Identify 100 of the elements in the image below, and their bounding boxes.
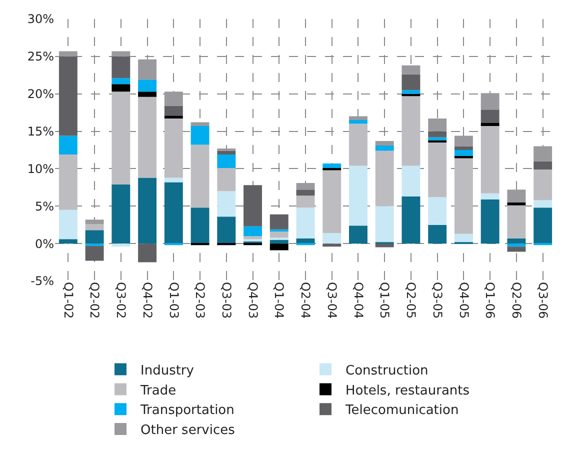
bar	[164, 182, 183, 244]
bar	[190, 126, 210, 145]
bar	[454, 158, 473, 234]
bar	[349, 166, 368, 226]
y-tick-label: 5%	[34, 199, 54, 214]
bar	[112, 56, 130, 78]
bar	[138, 96, 157, 178]
bar	[190, 122, 210, 126]
bar	[402, 166, 420, 196]
bar	[138, 92, 157, 97]
bar	[270, 240, 288, 244]
bar	[112, 78, 130, 84]
bar	[375, 244, 394, 248]
x-tick-label: Q3-05	[430, 282, 444, 319]
bar	[507, 244, 526, 247]
bar	[480, 93, 500, 110]
x-tick-label: Q4-05	[456, 282, 471, 319]
bar	[507, 238, 526, 244]
x-tick-label: Q3-06	[536, 282, 550, 319]
bar	[454, 146, 473, 150]
bar	[244, 185, 262, 226]
bar	[507, 190, 526, 202]
y-tick-label: 10%	[27, 162, 54, 176]
bar	[534, 146, 552, 162]
bar	[112, 84, 130, 92]
x-tick-label: Q4-03	[246, 282, 260, 319]
bar	[428, 131, 447, 138]
bar	[349, 116, 368, 120]
bar	[217, 191, 236, 217]
legend-label: Telecomunication	[344, 403, 459, 418]
legend-label: Trade	[140, 383, 176, 398]
bar	[58, 154, 78, 210]
bar	[402, 90, 420, 94]
legend-label: Transportation	[140, 403, 234, 418]
bar	[270, 232, 288, 238]
bar	[454, 150, 473, 156]
bar	[402, 96, 420, 166]
bar	[58, 239, 78, 244]
bar	[349, 120, 368, 124]
bar	[270, 244, 288, 250]
bar	[507, 205, 526, 238]
bar	[244, 236, 262, 240]
bar	[375, 206, 394, 242]
x-tick-label: Q4-04	[351, 282, 366, 319]
bar	[85, 220, 104, 224]
legend-label: Hotels, restaurants	[346, 383, 470, 398]
bar	[58, 210, 78, 240]
bar	[164, 106, 183, 116]
bar	[58, 136, 78, 154]
x-tick-label: Q1-02	[61, 282, 76, 319]
bar	[217, 216, 236, 244]
x-tick-label: Q3-04	[324, 282, 339, 319]
bar	[322, 233, 342, 244]
x-tick-label: Q2-06	[510, 282, 524, 319]
bar	[534, 161, 552, 170]
bar	[164, 92, 183, 106]
y-tick-label: 20%	[27, 87, 54, 102]
bar	[428, 140, 447, 143]
x-tick-label: Q3-02	[114, 282, 128, 319]
bar	[428, 142, 447, 198]
bar	[375, 150, 394, 206]
bar	[375, 146, 394, 151]
bar	[244, 226, 262, 236]
x-tick-label: Q1-04	[272, 282, 286, 319]
bar	[164, 178, 183, 182]
bar	[112, 244, 130, 247]
bar	[112, 184, 130, 244]
bar	[270, 229, 288, 232]
bar	[190, 144, 210, 208]
bar	[138, 178, 157, 244]
bar	[217, 168, 236, 192]
bar	[296, 208, 315, 238]
bar	[428, 118, 447, 132]
bar	[480, 126, 500, 194]
bar	[190, 208, 210, 244]
x-tick-label: Q2-05	[404, 282, 418, 319]
bar	[322, 168, 342, 170]
bar	[322, 244, 342, 247]
bar	[217, 150, 236, 154]
bar	[164, 118, 183, 178]
bar	[402, 65, 420, 74]
bar	[480, 199, 500, 244]
bar	[322, 170, 342, 234]
bar	[138, 59, 157, 80]
bar	[217, 154, 236, 168]
x-tick-label: Q3-03	[219, 282, 234, 319]
bar	[375, 141, 394, 146]
bar	[402, 94, 420, 96]
bar	[402, 74, 420, 90]
bar	[454, 234, 473, 242]
bar	[349, 226, 368, 244]
bar	[480, 123, 500, 126]
bar	[296, 190, 315, 196]
bar	[507, 246, 526, 252]
bar	[58, 56, 78, 136]
bar	[85, 224, 104, 230]
y-tick-label: -5%	[30, 274, 54, 288]
legend-label: Construction	[346, 363, 428, 378]
bar	[507, 202, 526, 206]
bar	[85, 246, 104, 261]
